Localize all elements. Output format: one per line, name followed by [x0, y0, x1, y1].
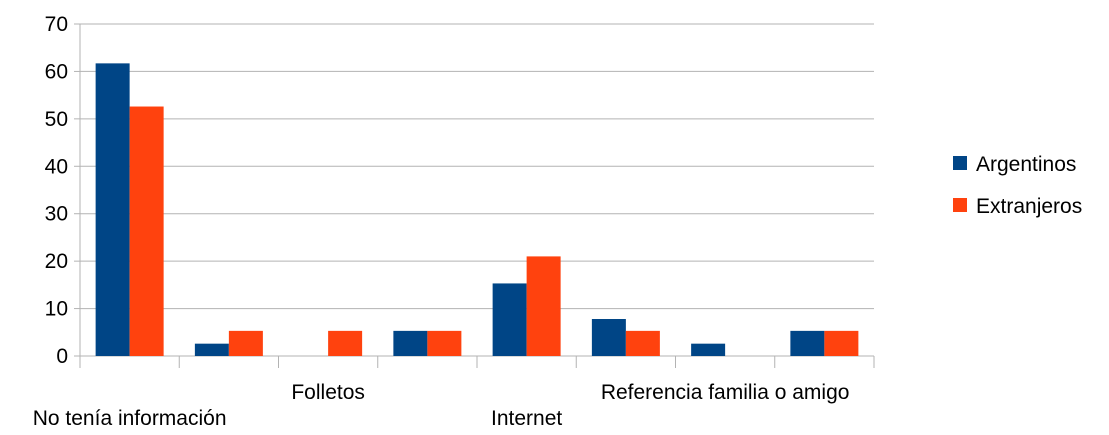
- bar-argentinos-4: [492, 283, 527, 356]
- legend-swatch: [953, 198, 967, 212]
- y-tick-label: 50: [45, 108, 68, 131]
- x-category-label: Referencia familia o amigo: [601, 381, 850, 404]
- x-category-label: Internet: [491, 407, 562, 430]
- bar-argentinos-6: [691, 343, 726, 356]
- bar-extranjeros-3: [427, 330, 462, 356]
- bar-argentinos-3: [393, 330, 428, 356]
- bar-argentinos-1: [194, 343, 229, 356]
- x-axis-category-labels: No tenía información Folletos Internet Refe…: [33, 381, 850, 430]
- bar-extranjeros-7: [824, 330, 859, 356]
- legend: Argentinos Extranjeros: [953, 153, 1082, 218]
- y-tick-label: 40: [45, 155, 68, 178]
- legend-label: Argentinos: [976, 153, 1076, 176]
- bar-extranjeros-1: [228, 330, 263, 356]
- bar-extranjeros-5: [625, 330, 660, 356]
- bar-argentinos-0: [95, 63, 130, 356]
- y-tick-label: 70: [45, 13, 68, 36]
- bar-extranjeros-2: [328, 330, 363, 356]
- y-tick-label: 10: [45, 298, 68, 321]
- legend-swatch: [953, 156, 967, 170]
- x-category-label: Folletos: [291, 381, 365, 404]
- y-tick-label: 20: [45, 250, 68, 273]
- y-tick-label: 30: [45, 203, 68, 226]
- legend-label: Extranjeros: [976, 195, 1082, 218]
- bar-extranjeros-4: [526, 256, 561, 356]
- bar-argentinos-7: [790, 330, 825, 356]
- axes: [74, 23, 875, 368]
- bar-argentinos-5: [591, 319, 626, 356]
- x-category-label: No tenía información: [33, 407, 227, 430]
- bars: [95, 63, 859, 356]
- gridlines: [80, 23, 874, 357]
- bar-extranjeros-0: [129, 106, 164, 356]
- y-tick-label: 60: [45, 60, 68, 83]
- y-axis-tick-labels: 0 10 20 30 40 50 60 70: [45, 13, 68, 368]
- y-tick-label: 0: [56, 345, 68, 368]
